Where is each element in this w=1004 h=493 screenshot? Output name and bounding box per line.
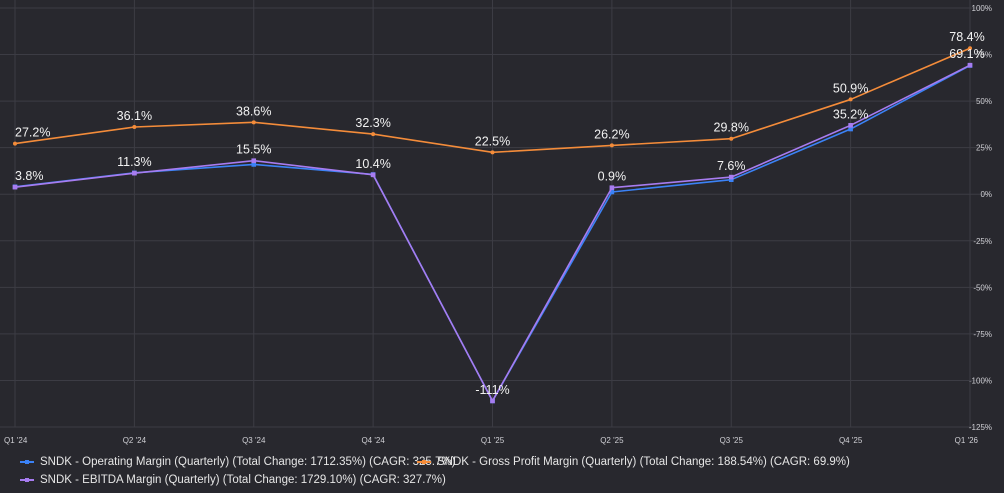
data-label: 35.2% [833, 107, 868, 121]
x-tick-label: Q1 '25 [481, 436, 505, 445]
x-tick-label: Q1 '24 [4, 436, 28, 445]
data-point [251, 120, 256, 125]
legend-label-operating-margin: SNDK - Operating Margin (Quarterly) (Tot… [40, 456, 456, 468]
data-point [12, 184, 18, 190]
data-label: 11.3% [117, 155, 152, 169]
legend-item-gross-profit-margin[interactable]: SNDK - Gross Profit Margin (Quarterly) (… [417, 456, 850, 468]
y-tick-label: 0% [980, 190, 992, 199]
data-point [13, 141, 17, 146]
data-label: 15.5% [236, 143, 271, 157]
data-point [251, 162, 257, 167]
data-label: 29.8% [714, 121, 749, 135]
y-tick-label: -75% [973, 330, 992, 339]
x-tick-label: Q3 '25 [720, 436, 744, 445]
x-tick-label: Q1 '26 [955, 436, 979, 445]
data-point [609, 189, 615, 195]
data-point [490, 150, 495, 155]
data-point [967, 62, 973, 68]
data-point [490, 398, 495, 404]
data-label: 69.1% [949, 47, 984, 61]
data-label: 78.4% [949, 30, 984, 44]
data-label: 3.8% [15, 169, 44, 183]
data-label: 27.2% [15, 126, 50, 140]
legend-swatch-gross-profit-margin [417, 458, 431, 466]
data-point [968, 46, 972, 51]
legend-swatch-ebitda-margin [20, 476, 34, 484]
data-point [728, 177, 734, 182]
data-point [609, 185, 615, 191]
data-label: -111% [475, 383, 509, 397]
data-point [728, 174, 734, 180]
legend-item-ebitda-margin[interactable]: SNDK - EBITDA Margin (Quarterly) (Total … [20, 474, 446, 486]
data-label: 50.9% [833, 81, 868, 95]
data-point [848, 126, 853, 132]
y-tick-label: 50% [976, 97, 992, 106]
data-label: 38.6% [236, 104, 271, 118]
x-tick-label: Q2 '24 [123, 436, 147, 445]
data-label: 32.3% [355, 116, 390, 130]
y-tick-label: -125% [969, 423, 992, 432]
y-tick-label: 100% [972, 4, 992, 13]
x-tick-label: Q4 '25 [839, 436, 863, 445]
data-label: 7.6% [717, 159, 746, 173]
data-point [848, 97, 853, 102]
data-label: 36.1% [117, 109, 152, 123]
data-point [848, 123, 853, 128]
data-label: 26.2% [594, 127, 629, 141]
data-label: 10.4% [355, 157, 390, 171]
legend-label-ebitda-margin: SNDK - EBITDA Margin (Quarterly) (Total … [40, 474, 446, 486]
data-point [370, 172, 376, 178]
data-point [609, 143, 614, 148]
data-point [729, 136, 734, 141]
data-label: 22.5% [475, 134, 510, 148]
data-point [132, 170, 137, 176]
data-point [371, 132, 376, 137]
y-tick-label: 75% [976, 51, 992, 60]
data-point [132, 124, 137, 129]
data-label: 0.9% [598, 170, 627, 184]
x-tick-label: Q4 '24 [361, 436, 385, 445]
legend-item-operating-margin[interactable]: SNDK - Operating Margin (Quarterly) (Tot… [20, 456, 455, 468]
data-point [251, 158, 257, 164]
legend-label-gross-profit-margin: SNDK - Gross Profit Margin (Quarterly) (… [437, 456, 850, 468]
y-tick-label: -100% [969, 376, 992, 385]
y-tick-label: -50% [973, 283, 992, 292]
x-tick-label: Q3 '24 [242, 436, 266, 445]
y-tick-label: -25% [973, 237, 992, 246]
y-tick-label: 25% [976, 144, 992, 153]
legend-swatch-operating-margin [20, 458, 34, 466]
x-tick-label: Q2 '25 [600, 436, 624, 445]
